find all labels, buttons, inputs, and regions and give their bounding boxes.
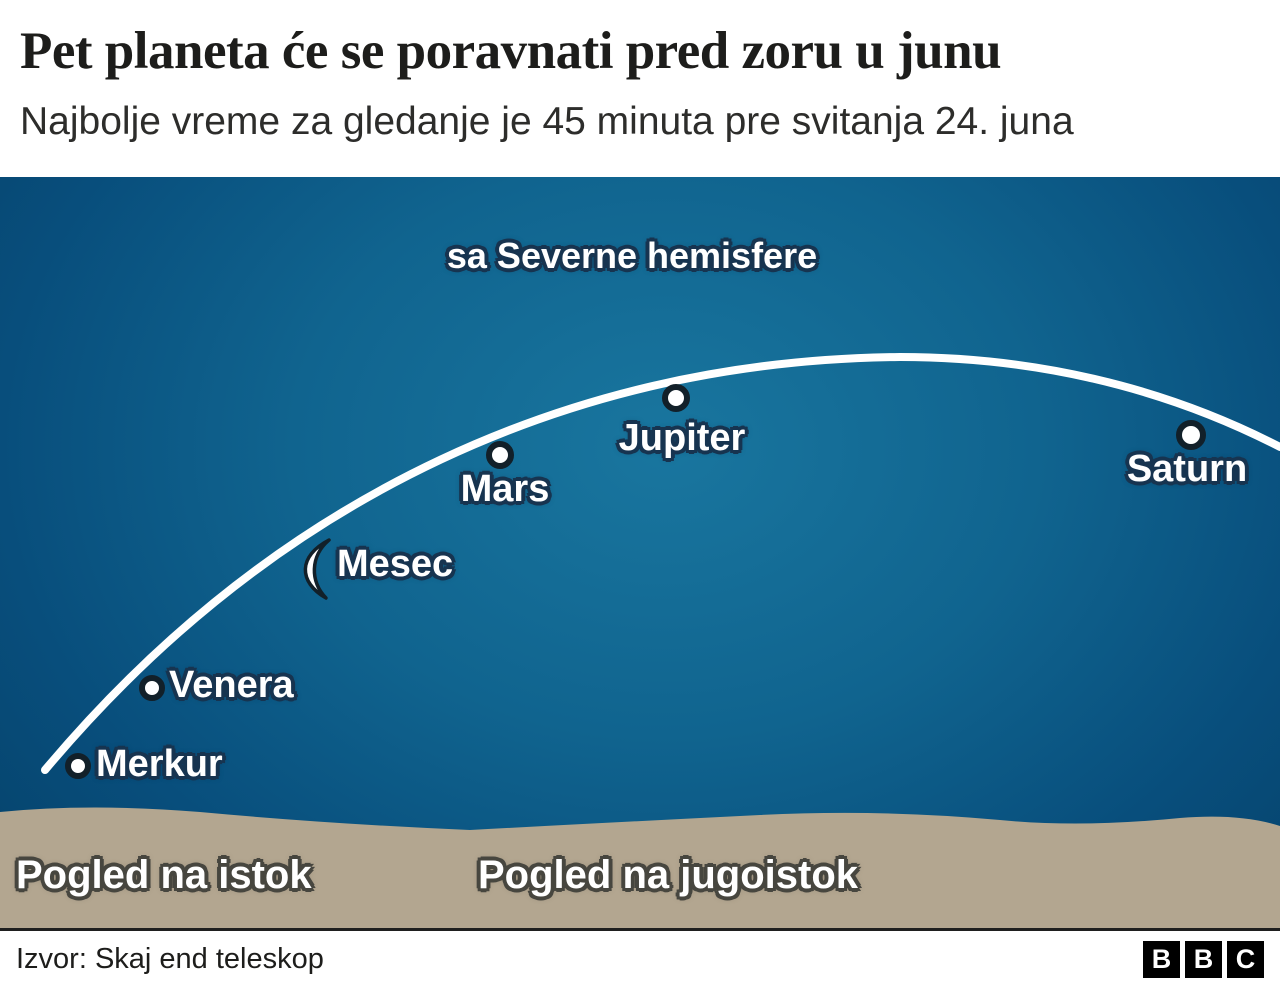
planet-dot-jupiter: [662, 384, 690, 412]
hemisphere-label: sa Severne hemisfere: [446, 235, 818, 276]
planet-dot-mars: [486, 441, 514, 469]
ecliptic-arc: [41, 352, 1280, 774]
moon-crescent-icon: [303, 538, 331, 600]
bbc-logo-block-1: B: [1143, 941, 1180, 978]
planet-label-jupiter: Jupiter: [618, 417, 746, 459]
planet-label-venera: Venera: [169, 664, 294, 706]
planet-dot-merkur: [65, 753, 91, 779]
ground-silhouette: [0, 807, 1280, 928]
sky-graphic: sa Severne hemisfere Merkur Venera Mesec…: [0, 177, 1280, 931]
planet-dot-saturn: [1176, 420, 1206, 450]
sky-scene-svg: [0, 352, 1280, 928]
source-text: Izvor: Skaj end teleskop: [16, 943, 324, 975]
bbc-logo-block-2: B: [1185, 941, 1222, 978]
header: Pet planeta će se poravnati pred zoru u …: [0, 0, 1280, 177]
planet-dot-venera: [139, 675, 165, 701]
moon-label-mesec: Mesec: [337, 543, 454, 585]
planet-label-saturn: Saturn: [1126, 448, 1248, 490]
view-label-southeast: Pogled na jugoistok: [478, 853, 859, 897]
planet-label-merkur: Merkur: [96, 743, 223, 785]
page-subtitle: Najbolje vreme za gledanje je 45 minuta …: [20, 100, 1074, 143]
bbc-logo-block-3: C: [1227, 941, 1264, 978]
planet-label-mars: Mars: [460, 468, 550, 510]
bbc-logo: B B C: [1143, 941, 1264, 978]
footer: Izvor: Skaj end teleskop B B C: [0, 931, 1280, 988]
view-label-east: Pogled na istok: [16, 853, 312, 897]
page-title: Pet planeta će se poravnati pred zoru u …: [20, 22, 1002, 80]
